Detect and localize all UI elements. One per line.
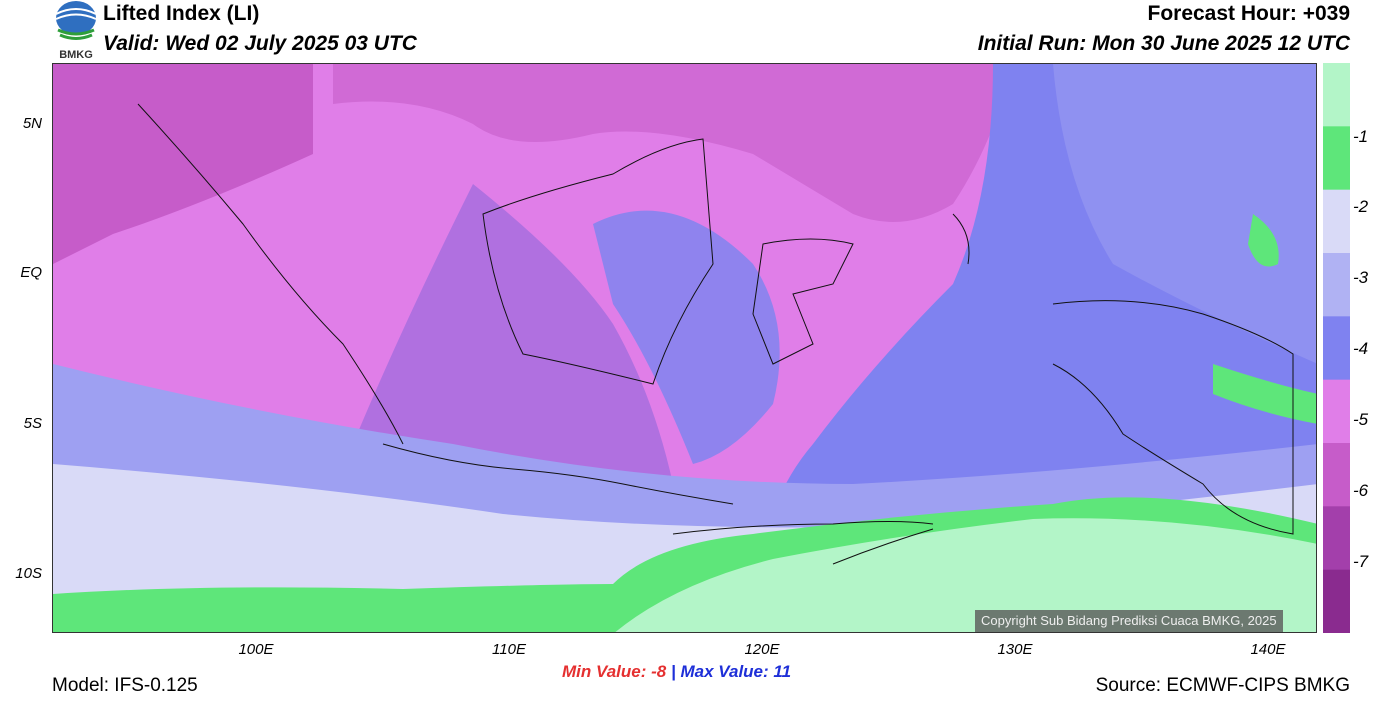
colorbar-label: -3 xyxy=(1353,268,1369,287)
lon-label: 110E xyxy=(492,641,526,658)
colorbar-label: -6 xyxy=(1353,481,1369,500)
max-label: Max Value: xyxy=(680,662,769,681)
lon-label: 140E xyxy=(1250,641,1286,658)
colorbar-segment xyxy=(1323,506,1350,571)
colorbar-label: -4 xyxy=(1353,339,1369,358)
colorbar xyxy=(1323,63,1350,634)
bmkg-logo: BMKG xyxy=(52,0,100,62)
colorbar-segment xyxy=(1323,569,1350,634)
chart-title: Lifted Index (LI) xyxy=(103,2,260,25)
model-name: Model: IFS-0.125 xyxy=(52,675,198,696)
max-value: 11 xyxy=(773,662,792,681)
colorbar-segment xyxy=(1323,316,1350,381)
data-source: Source: ECMWF-CIPS BMKG xyxy=(1095,675,1350,696)
colorbar-segment xyxy=(1323,126,1350,191)
colorbar-label: -5 xyxy=(1353,410,1369,429)
colorbar-segment xyxy=(1323,379,1350,444)
valid-time: Valid: Wed 02 July 2025 03 UTC xyxy=(103,32,417,55)
colorbar-segment xyxy=(1323,189,1350,254)
lon-label: 120E xyxy=(744,641,780,658)
colorbar-label: -1 xyxy=(1353,127,1369,146)
initial-run: Initial Run: Mon 30 June 2025 12 UTC xyxy=(977,32,1350,55)
separator: | xyxy=(670,662,676,681)
lat-label: EQ xyxy=(20,264,42,281)
colorbar-label: -7 xyxy=(1353,552,1369,571)
min-label: Min Value: xyxy=(562,662,647,681)
min-value: -8 xyxy=(651,662,667,681)
lon-label: 100E xyxy=(238,641,274,658)
lat-label: 10S xyxy=(15,565,42,582)
lat-label: 5S xyxy=(23,415,42,432)
colorbar-segment xyxy=(1323,443,1350,507)
colorbar-segment xyxy=(1323,63,1350,127)
colorbar-label: -2 xyxy=(1353,197,1369,216)
lon-label: 130E xyxy=(997,641,1033,658)
copyright-banner: Copyright Sub Bidang Prediksi Cuaca BMKG… xyxy=(975,610,1283,632)
forecast-hour: Forecast Hour: +039 xyxy=(1147,2,1351,25)
svg-text:BMKG: BMKG xyxy=(59,49,93,61)
lifted-index-map xyxy=(52,63,1317,633)
colorbar-segment xyxy=(1323,253,1350,317)
min-max-values: Min Value: -8 | Max Value: 11 xyxy=(562,662,791,682)
lat-label: 5N xyxy=(22,115,42,132)
